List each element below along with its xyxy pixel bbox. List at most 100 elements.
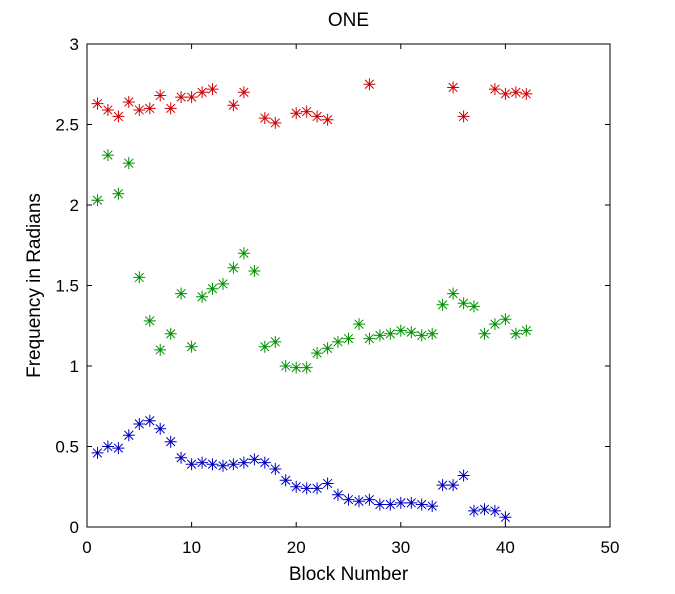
x-tick-label: 20 xyxy=(287,538,306,557)
data-point-series-2 xyxy=(112,187,125,200)
chart-title: ONE xyxy=(328,10,369,31)
x-tick-label: 10 xyxy=(182,538,201,557)
x-tick-label: 30 xyxy=(391,538,410,557)
y-tick-label: 3 xyxy=(70,35,79,54)
y-tick-label: 0 xyxy=(70,518,79,537)
data-point-series-2 xyxy=(373,329,386,342)
data-point-series-1 xyxy=(164,102,177,115)
data-point-series-3 xyxy=(373,498,386,511)
data-point-series-2 xyxy=(311,347,324,360)
data-point-series-1 xyxy=(112,110,125,123)
data-point-series-3 xyxy=(279,474,292,487)
y-axis-label: Frequency in Radians xyxy=(24,193,45,378)
data-point-series-3 xyxy=(332,488,344,501)
data-point-series-3 xyxy=(436,479,449,492)
data-point-series-3 xyxy=(112,442,125,455)
data-point-series-2 xyxy=(353,318,365,331)
data-point-series-2 xyxy=(478,327,491,340)
data-point-series-3 xyxy=(363,493,376,506)
data-point-series-2 xyxy=(133,271,146,284)
data-point-series-2 xyxy=(237,247,250,260)
data-point-series-1 xyxy=(101,104,114,116)
data-point-series-3 xyxy=(311,482,324,495)
data-point-series-2 xyxy=(520,324,533,337)
data-point-series-3 xyxy=(394,496,407,509)
data-point-series-2 xyxy=(468,300,480,313)
data-point-series-2 xyxy=(101,149,114,162)
data-point-series-3 xyxy=(217,459,229,472)
data-point-series-3 xyxy=(321,477,334,490)
plot-area xyxy=(86,43,611,528)
data-point-series-1 xyxy=(206,83,219,96)
y-tick-label: 0.5 xyxy=(55,438,79,457)
axis-ticks xyxy=(86,43,611,528)
data-point-series-3 xyxy=(91,446,104,459)
data-point-series-2 xyxy=(227,261,240,274)
data-point-series-3 xyxy=(258,456,271,469)
x-axis-label: Block Number xyxy=(289,564,409,585)
y-tick-label: 2 xyxy=(70,196,79,215)
data-point-series-1 xyxy=(237,86,250,99)
tick-labels: 0 10 20 30 40 50 0 0.5 1 1.5 2 2.5 3 xyxy=(55,35,619,557)
data-point-series-3 xyxy=(488,504,501,517)
data-point-series-1 xyxy=(321,113,334,126)
data-point-series-3 xyxy=(143,414,156,427)
y-tick-label: 2.5 xyxy=(55,116,79,135)
data-point-series-1 xyxy=(154,89,167,102)
data-point-series-2 xyxy=(290,361,303,374)
data-point-series-3 xyxy=(478,503,491,516)
y-tick-label: 1 xyxy=(70,357,79,376)
data-point-series-3 xyxy=(206,458,219,471)
data-points xyxy=(91,78,533,524)
data-point-series-2 xyxy=(206,282,219,295)
data-point-series-2 xyxy=(321,342,334,355)
data-point-series-2 xyxy=(342,332,355,345)
data-point-series-1 xyxy=(122,96,135,108)
data-point-series-3 xyxy=(227,458,240,471)
data-point-series-2 xyxy=(143,314,156,327)
data-point-series-2 xyxy=(447,287,460,300)
data-point-series-2 xyxy=(499,313,512,326)
data-point-series-2 xyxy=(332,335,344,348)
data-point-series-3 xyxy=(384,498,397,511)
data-point-series-2 xyxy=(415,329,428,342)
data-point-series-1 xyxy=(269,116,282,129)
data-point-series-1 xyxy=(488,83,501,96)
data-point-series-2 xyxy=(185,340,198,353)
data-point-series-1 xyxy=(499,87,512,100)
data-point-series-2 xyxy=(363,332,376,345)
data-point-series-2 xyxy=(457,297,470,310)
data-point-series-2 xyxy=(248,265,261,277)
data-point-series-2 xyxy=(426,327,439,340)
data-point-series-3 xyxy=(101,440,114,453)
data-point-series-1 xyxy=(509,86,522,99)
data-point-series-1 xyxy=(290,107,303,120)
data-point-series-2 xyxy=(405,326,418,339)
data-point-series-3 xyxy=(185,458,198,471)
data-point-series-3 xyxy=(426,500,439,513)
x-tick-label: 40 xyxy=(496,538,515,557)
data-point-series-2 xyxy=(300,361,313,374)
data-point-series-3 xyxy=(300,482,313,495)
data-point-series-2 xyxy=(279,360,292,372)
data-point-series-3 xyxy=(133,418,146,430)
data-point-series-1 xyxy=(311,110,324,123)
data-point-series-3 xyxy=(353,495,365,508)
data-point-series-3 xyxy=(468,504,480,517)
data-point-series-1 xyxy=(447,81,460,94)
data-point-series-2 xyxy=(217,277,229,290)
data-point-series-2 xyxy=(91,194,104,207)
data-point-series-1 xyxy=(185,91,198,104)
data-point-series-3 xyxy=(175,451,188,464)
data-point-series-1 xyxy=(363,78,376,91)
data-point-series-1 xyxy=(520,87,533,100)
data-point-series-2 xyxy=(394,324,407,337)
data-point-series-3 xyxy=(248,453,261,466)
data-point-series-3 xyxy=(122,429,135,442)
data-point-series-3 xyxy=(237,456,250,469)
data-point-series-2 xyxy=(488,318,501,331)
data-point-series-3 xyxy=(269,463,282,475)
x-tick-label: 50 xyxy=(601,538,620,557)
data-point-series-3 xyxy=(290,480,303,493)
